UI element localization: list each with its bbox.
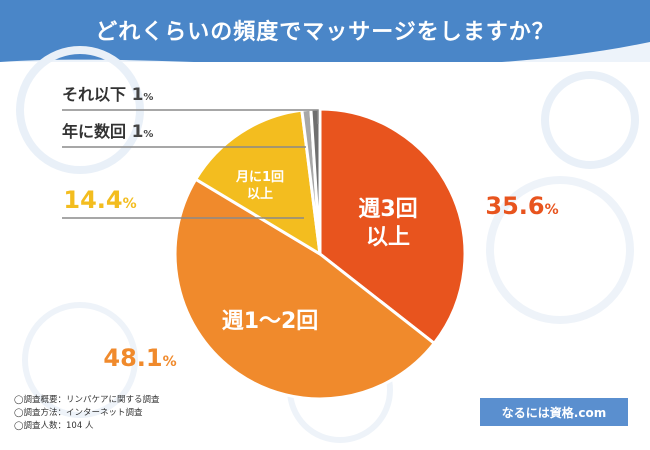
title-banner <box>0 0 650 62</box>
page-title: どれくらいの頻度でマッサージをしますか？ <box>95 20 555 45</box>
slice-label: 週3回 <box>358 197 417 222</box>
brand-badge: なるには資格.com <box>480 398 628 426</box>
survey-notes: ◯調査概要：リンパケアに関する調査 ◯調査方法：インターネット調査 ◯調査人数：… <box>14 394 160 433</box>
slice-label: 月に1回 <box>235 170 284 185</box>
percent-sign: % <box>143 129 153 140</box>
slice-name: 年に数回 <box>62 122 132 141</box>
value-number: 1 <box>132 85 144 105</box>
leader-line <box>62 109 319 124</box>
percent-sign: % <box>123 196 137 212</box>
value-number: 1 <box>132 122 144 142</box>
slice-name: それ以下 <box>62 85 132 104</box>
pie-slice <box>318 107 467 346</box>
pie-slice <box>173 177 437 401</box>
percent-sign: % <box>163 354 177 370</box>
value-number: 48.1 <box>103 344 162 372</box>
slice-label: 以上 <box>366 225 410 250</box>
slice-label: 週1〜2回 <box>222 309 319 334</box>
note-item: ◯調査人数：104 人 <box>14 421 94 431</box>
slice-name-value-label: それ以下 1% <box>62 85 153 105</box>
percent-sign: % <box>143 92 153 103</box>
slice-name-value-label: 年に数回 1% <box>62 122 153 142</box>
note-item: ◯調査方法：インターネット調査 <box>14 408 143 418</box>
slice-label: 以上 <box>247 187 273 202</box>
value-number: 14.4 <box>63 186 122 214</box>
value-label: 14.4% <box>63 186 136 214</box>
value-label: 48.1% <box>103 344 176 372</box>
percent-sign: % <box>545 202 559 218</box>
note-item: ◯調査概要：リンパケアに関する調査 <box>14 395 160 405</box>
value-number: 35.6 <box>485 192 544 220</box>
value-label: 35.6% <box>485 192 558 220</box>
